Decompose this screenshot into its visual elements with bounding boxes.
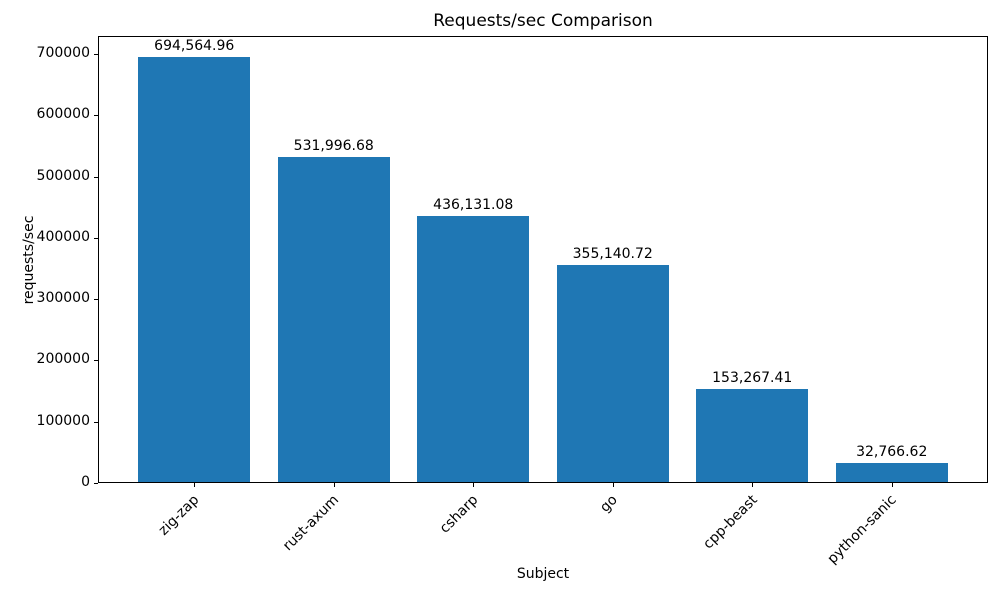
- y-tick-label: 100000: [36, 412, 90, 429]
- x-tick-label-python-sanic: python-sanic: [824, 492, 901, 568]
- bar-value-label-rust-axum: 531,996.68: [293, 137, 374, 154]
- y-tick-label: 0: [81, 474, 90, 490]
- y-tick-label: 400000: [36, 228, 90, 245]
- y-tick-label: 500000: [36, 167, 90, 184]
- y-tick-label: 200000: [36, 351, 90, 368]
- y-tick-mark: [94, 237, 98, 239]
- bar-zig-zap: [138, 57, 251, 482]
- bar-value-label-go: 355,140.72: [572, 246, 653, 263]
- x-tick-mark: [473, 483, 475, 487]
- bar-rust-axum: [277, 156, 390, 482]
- y-tick-mark: [94, 483, 98, 484]
- bar-python-sanic: [835, 462, 948, 482]
- y-tick-mark: [94, 299, 98, 301]
- bar-value-label-cpp-beast: 153,267.41: [712, 370, 793, 387]
- bar-csharp: [417, 215, 530, 482]
- y-axis-label: requests/sec: [21, 215, 37, 305]
- y-tick-label: 600000: [36, 106, 90, 123]
- bar-value-label-python-sanic: 32,766.62: [856, 443, 928, 460]
- x-tick-label-rust-axum: rust-axum: [279, 492, 343, 555]
- x-tick-mark: [194, 483, 196, 487]
- y-tick-mark: [94, 360, 98, 362]
- x-tick-label-csharp: csharp: [436, 492, 482, 537]
- bar-value-label-zig-zap: 694,564.96: [154, 38, 235, 55]
- y-tick-label: 300000: [36, 290, 90, 307]
- y-tick-mark: [94, 115, 98, 117]
- x-tick-mark: [333, 483, 335, 487]
- x-tick-mark: [612, 483, 614, 487]
- y-tick-mark: [94, 421, 98, 423]
- x-axis-label: Subject: [516, 566, 570, 582]
- chart-title: Requests/sec Comparison: [433, 11, 653, 31]
- y-tick-label: 700000: [36, 44, 90, 61]
- x-tick-mark: [752, 483, 754, 487]
- x-tick-label-cpp-beast: cpp-beast: [700, 492, 761, 553]
- bar-value-label-csharp: 436,131.08: [433, 196, 514, 213]
- y-tick-mark: [94, 53, 98, 55]
- y-tick-mark: [94, 176, 98, 178]
- x-tick-label-go: go: [597, 492, 622, 516]
- x-tick-label-zig-zap: zig-zap: [155, 492, 203, 539]
- x-tick-mark: [891, 483, 893, 487]
- bar-go: [556, 265, 669, 482]
- bar-cpp-beast: [696, 389, 809, 482]
